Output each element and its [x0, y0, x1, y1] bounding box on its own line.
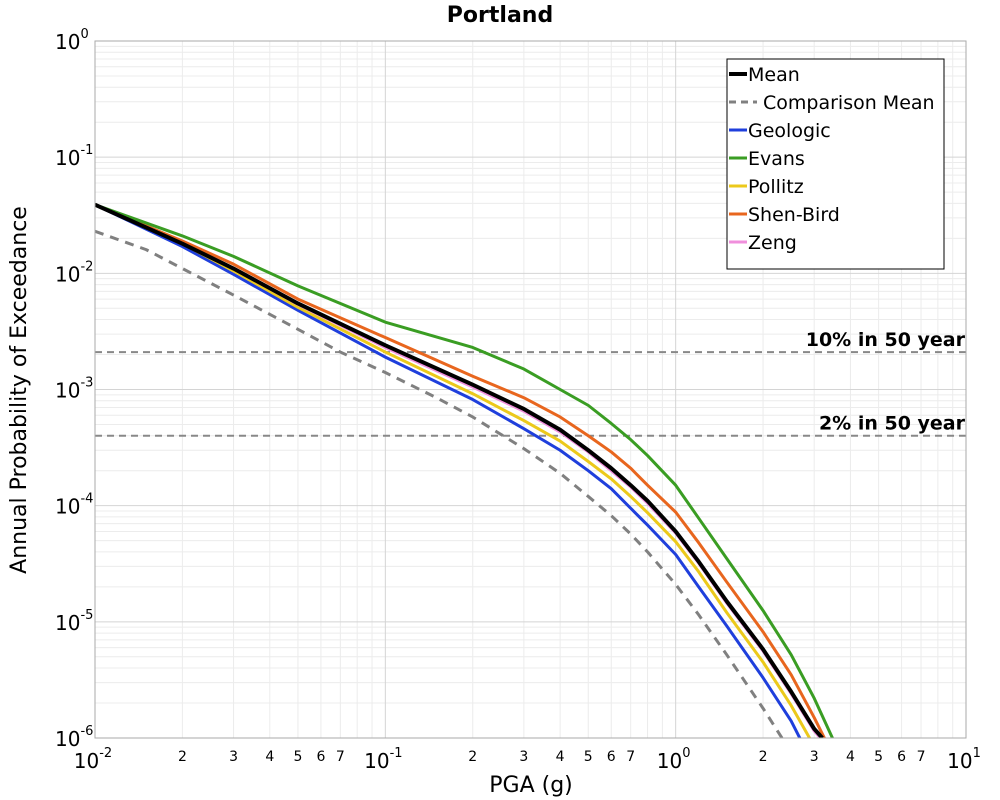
series-line-geologic — [95, 203, 802, 738]
y-tick-label: 10-6 — [55, 724, 93, 751]
series-layer — [95, 202, 835, 738]
x-minor-tick-label: 7 — [917, 749, 926, 765]
series-line-evans — [95, 203, 835, 738]
legend-box — [726, 58, 945, 270]
y-tick-label: 10-4 — [55, 492, 93, 519]
x-minor-tick-label: 6 — [316, 749, 325, 765]
x-minor-tick-label: 2 — [178, 749, 187, 765]
y-tick-label: 10-2 — [55, 259, 93, 286]
x-tick-label: 10-2 — [74, 746, 112, 773]
chart-title: Portland — [447, 3, 553, 28]
x-minor-tick-label: 4 — [556, 749, 565, 765]
x-tick-label: 101 — [947, 746, 981, 773]
legend-label: Comparison Mean — [763, 92, 935, 114]
y-tick-label: 10-5 — [55, 608, 93, 635]
x-minor-tick-label: 4 — [846, 749, 855, 765]
plot-frame — [94, 40, 967, 739]
series-line-mean — [95, 202, 824, 738]
legend-label: Pollitz — [748, 176, 804, 198]
y-axis-ticks: 100 10-1 10-2 10-3 10-4 10-5 10-6 — [55, 27, 93, 751]
legend-label: Evans — [748, 148, 805, 170]
x-minor-tick-label: 5 — [584, 749, 593, 765]
series-line-comparison-mean — [95, 229, 784, 738]
legend-label: Mean — [748, 64, 800, 86]
series-line-shen-bird — [95, 203, 827, 738]
x-tick-label: 10-1 — [364, 746, 402, 773]
x-minor-tick-label: 3 — [519, 749, 528, 765]
y-axis-label: Annual Probability of Exceedance — [7, 206, 32, 574]
x-minor-tick-label: 3 — [810, 749, 819, 765]
series-line-pollitz — [95, 203, 812, 738]
x-minor-tick-label: 6 — [607, 749, 616, 765]
x-minor-tick-label: 7 — [626, 749, 635, 765]
reference-line-label: 10% in 50 year — [806, 329, 966, 351]
x-minor-tick-label: 5 — [874, 749, 883, 765]
legend-label: Zeng — [748, 232, 797, 254]
x-minor-tick-label: 3 — [229, 749, 238, 765]
x-minor-tick-label: 4 — [265, 749, 274, 765]
reference-line-label: 2% in 50 year — [819, 413, 966, 435]
x-minor-tick-label: 6 — [897, 749, 906, 765]
x-minor-tick-label: 2 — [468, 749, 477, 765]
x-tick-label: 100 — [657, 746, 691, 773]
y-tick-label: 100 — [55, 27, 89, 54]
x-minor-tick-label: 7 — [336, 749, 345, 765]
x-minor-tick-label: 2 — [759, 749, 768, 765]
legend-label: Geologic — [748, 120, 831, 142]
x-minor-tick-label: 5 — [293, 749, 302, 765]
legend-label: Shen-Bird — [748, 204, 840, 226]
legend: Mean Comparison Mean Geologic Evans Pollitz S… — [726, 58, 945, 270]
y-tick-label: 10-1 — [55, 143, 93, 170]
y-tick-label: 10-3 — [55, 376, 93, 403]
x-axis-label: PGA (g) — [489, 773, 573, 798]
reference-lines: 10% in 50 year 2% in 50 year — [95, 329, 966, 437]
